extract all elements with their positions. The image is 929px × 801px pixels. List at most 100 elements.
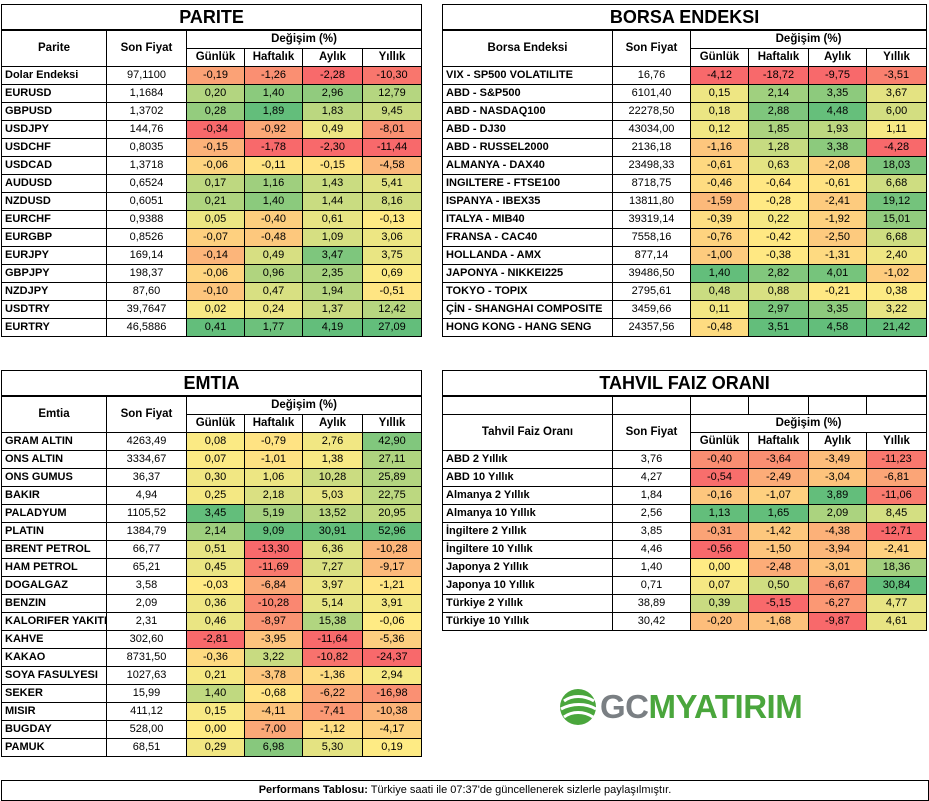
parite-row-price: 97,1100 [106, 66, 187, 85]
emtia-row-price: 15,99 [106, 684, 187, 703]
emtia-row-price: 1384,79 [106, 522, 187, 541]
tahvil-row-monthly-change: 3,89 [808, 486, 867, 505]
borsa-row-name: TOKYO - TOPIX [442, 282, 613, 301]
parite-row: NZDUSD 0,6051 0,21 1,40 1,44 8,16 [1, 192, 423, 211]
borsa-row-price: 39319,14 [612, 210, 691, 229]
parite-row-monthly-change: -2,28 [302, 66, 363, 85]
parite-row-daily-change: -0,19 [186, 66, 245, 85]
tahvil-row-price: 0,71 [612, 576, 691, 595]
emtia-row: MISIR 411,12 0,15 -4,11 -7,41 -10,38 [1, 702, 422, 721]
emtia-row: ONS ALTIN 3334,67 0,07 -1,01 1,38 27,11 [1, 450, 422, 469]
parite-row-daily-change: -0,10 [186, 282, 245, 301]
emtia-row: BENZIN 2,09 0,36 -10,28 5,14 3,91 [1, 594, 422, 613]
emtia-row-weekly-change: 3,22 [244, 648, 303, 667]
tahvil-row: İngiltere 10 Yıllık 4,46 -0,56 -1,50 -3,94 -2… [442, 540, 928, 559]
tahvil-row-yearly-change: -2,41 [865, 540, 928, 559]
borsa-row-yearly-change: -4,28 [865, 138, 928, 157]
borsa-row: ABD - S&P500 6101,40 0,15 2,14 3,35 3,67 [442, 84, 928, 103]
emtia-row-price: 4,94 [106, 486, 187, 505]
tahvil-monthly-header: Aylık [808, 432, 867, 451]
parite-row-weekly-change: -0,11 [244, 156, 303, 175]
parite-row-yearly-change: 3,06 [361, 228, 423, 247]
emtia-row-weekly-change: 1,06 [244, 468, 303, 487]
parite-row-price: 1,1684 [106, 84, 187, 103]
borsa-daily-header: Günlük [690, 48, 749, 67]
footer-text: Türkiye saati ile 07:37'de güncellenerek… [367, 784, 672, 796]
footer-note: Performans Tablosu: Türkiye saati ile 07… [1, 780, 929, 801]
borsa-row-name: ABD - DJ30 [442, 120, 613, 139]
parite-row-weekly-change: 0,47 [244, 282, 303, 301]
borsa-title: BORSA ENDEKSI [441, 4, 928, 31]
tahvil-row-daily-change: -0,16 [690, 486, 749, 505]
parite-row-yearly-change: 9,45 [361, 102, 423, 121]
emtia-row-price: 528,00 [106, 720, 187, 739]
parite-row-monthly-change: 1,09 [302, 228, 363, 247]
parite-row-name: USDJPY [1, 120, 107, 139]
parite-row-weekly-change: -1,78 [244, 138, 303, 157]
borsa-row-price: 23498,33 [612, 156, 691, 175]
parite-row-yearly-change: -4,58 [361, 156, 423, 175]
tahvil-row-monthly-change: -9,87 [808, 612, 867, 631]
parite-row-weekly-change: 1,40 [244, 192, 303, 211]
emtia-row-monthly-change: 2,76 [302, 432, 363, 451]
tahvil-row-name: Japonya 2 Yıllık [442, 558, 613, 577]
tahvil-row-yearly-change: 4,77 [865, 594, 928, 613]
parite-row: USDTRY 39,7647 0,02 0,24 1,37 12,42 [1, 300, 423, 319]
parite-row-daily-change: -0,14 [186, 246, 245, 265]
borsa-row-name: ALMANYA - DAX40 [442, 156, 613, 175]
borsa-row-daily-change: 0,12 [690, 120, 749, 139]
emtia-row-price: 65,21 [106, 558, 187, 577]
borsa-row-monthly-change: 4,58 [808, 318, 867, 337]
emtia-row-yearly-change: -10,38 [362, 702, 422, 721]
tahvil-row: İngiltere 2 Yıllık 3,85 -0,31 -1,42 -4,38 -12… [442, 522, 928, 541]
emtia-row-name: BUGDAY [1, 720, 107, 739]
parite-row-yearly-change: -0,13 [361, 210, 423, 229]
parite-row-price: 0,8526 [106, 228, 187, 247]
emtia-row-daily-change: 0,30 [186, 468, 245, 487]
parite-row-weekly-change: -1,26 [244, 66, 303, 85]
borsa-row-monthly-change: 3,35 [808, 84, 867, 103]
borsa-row-price: 877,14 [612, 246, 691, 265]
borsa-row-name: HOLLANDA - AMX [442, 246, 613, 265]
tahvil-row: Japonya 2 Yıllık 1,40 0,00 -2,48 -3,01 18,36 [442, 558, 928, 577]
emtia-weekly-header: Haftalık [244, 414, 303, 433]
emtia-row-yearly-change: -16,98 [362, 684, 422, 703]
emtia-row-yearly-change: 0,19 [362, 738, 422, 757]
emtia-row-price: 3334,67 [106, 450, 187, 469]
emtia-row: KALORIFER YAKITI 2,31 0,46 -8,97 15,38 -0,06 [1, 612, 422, 631]
emtia-row-weekly-change: -0,68 [244, 684, 303, 703]
borsa-row-daily-change: 0,11 [690, 300, 749, 319]
globe-icon [560, 689, 597, 725]
emtia-row-weekly-change: -3,78 [244, 666, 303, 685]
borsa-row-monthly-change: -2,41 [808, 192, 867, 211]
borsa-row: HONG KONG - HANG SENG 24357,56 -0,48 3,51 4,… [442, 318, 928, 337]
borsa-row-monthly-change: -1,92 [808, 210, 867, 229]
parite-row-price: 0,9388 [106, 210, 187, 229]
parite-row-yearly-change: -8,01 [361, 120, 423, 139]
parite-title: PARITE [0, 4, 423, 31]
parite-row-daily-change: -0,06 [186, 156, 245, 175]
parite-row-name: NZDJPY [1, 282, 107, 301]
parite-row-price: 39,7647 [106, 300, 187, 319]
tahvil-row-weekly-change: -3,64 [748, 450, 809, 469]
tahvil-row-monthly-change: 2,09 [808, 504, 867, 523]
borsa-row-yearly-change: 3,22 [865, 300, 928, 319]
emtia-row-daily-change: 0,25 [186, 486, 245, 505]
borsa-row: ISPANYA - IBEX35 13811,80 -1,59 -0,28 -2,41 1… [442, 192, 928, 211]
borsa-row-daily-change: 0,48 [690, 282, 749, 301]
emtia-row-weekly-change: -11,69 [244, 558, 303, 577]
parite-row: EURUSD 1,1684 0,20 1,40 2,96 12,79 [1, 84, 423, 103]
borsa-change-header: Değişim (%) [689, 29, 928, 49]
emtia-row-yearly-change: -9,17 [362, 558, 422, 577]
borsa-row-daily-change: -0,48 [690, 318, 749, 337]
parite-row-name: USDCAD [1, 156, 107, 175]
parite-row-daily-change: 0,05 [186, 210, 245, 229]
parite-row-monthly-change: -2,30 [302, 138, 363, 157]
emtia-row-price: 1027,63 [106, 666, 187, 685]
parite-row-yearly-change: 8,16 [361, 192, 423, 211]
emtia-row-daily-change: 0,21 [186, 666, 245, 685]
borsa-row-price: 8718,75 [612, 174, 691, 193]
emtia-row: GRAM ALTIN 4263,49 0,08 -0,79 2,76 42,90 [1, 432, 422, 451]
borsa-row-daily-change: -0,46 [690, 174, 749, 193]
emtia-row-monthly-change: 15,38 [302, 612, 363, 631]
